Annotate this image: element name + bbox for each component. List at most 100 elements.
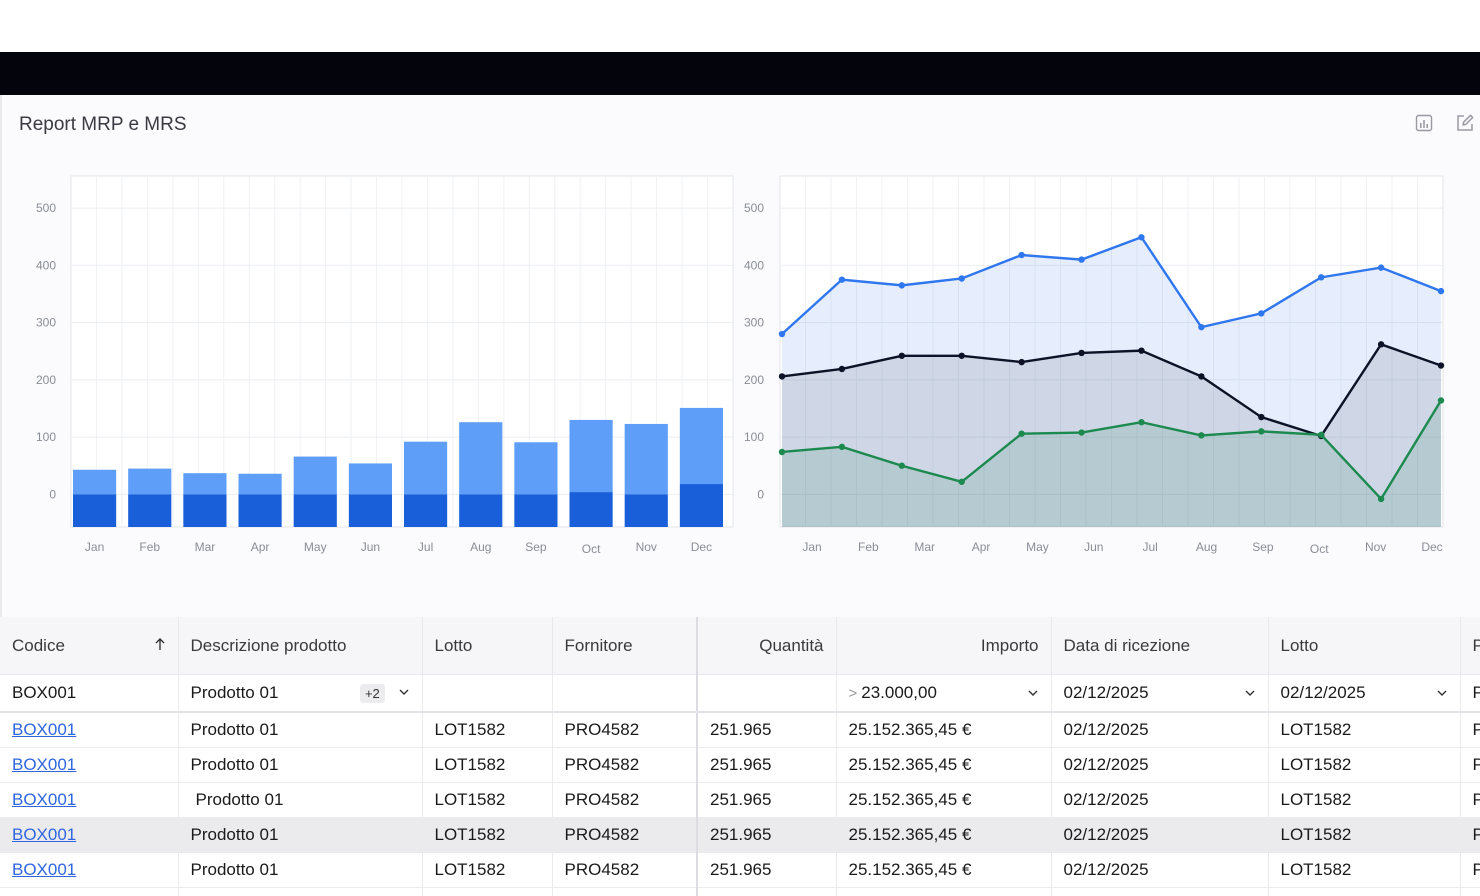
area-x-tick-label: Sep bbox=[1252, 540, 1274, 554]
cell-fornitore: PRO4582 bbox=[552, 712, 698, 748]
cell-lotto-2: LOT1582 bbox=[1268, 887, 1461, 896]
bar-x-tick-label: Jan bbox=[85, 540, 104, 554]
point-blue bbox=[1198, 323, 1205, 331]
filter-descrizione[interactable]: Prodotto 01 +2 bbox=[178, 674, 423, 713]
filter-lotto-2[interactable]: 02/12/2025 bbox=[1268, 674, 1461, 713]
codice-link[interactable]: BOX001 bbox=[12, 860, 77, 879]
chevron-down-icon[interactable] bbox=[1436, 687, 1448, 699]
bar-dark-mar bbox=[183, 494, 227, 527]
cell-lotto: LOT1582 bbox=[422, 887, 553, 896]
filter-importo[interactable]: >23.000,00 bbox=[836, 674, 1052, 713]
bar-chart-icon[interactable] bbox=[1414, 113, 1434, 133]
cell-descrizione: Prodotto 01 bbox=[178, 782, 423, 818]
bar-light-jul bbox=[404, 441, 448, 495]
area-y-tick-label: 500 bbox=[744, 201, 764, 215]
area-x-tick-label: May bbox=[1026, 540, 1049, 554]
bar-dark-sep bbox=[514, 494, 558, 527]
point-green bbox=[778, 448, 786, 456]
cell-importo: 25.152.365,45 € bbox=[836, 852, 1052, 888]
cell-descrizione: Prodotto 01 bbox=[178, 852, 423, 888]
point-green bbox=[1198, 432, 1205, 439]
edit-icon[interactable] bbox=[1455, 113, 1475, 133]
bar-light-aug bbox=[459, 422, 503, 495]
cell-data-ricezione: 02/12/2025 bbox=[1051, 887, 1269, 896]
point-blue bbox=[1078, 256, 1085, 263]
cell-lotto: LOT1582 bbox=[422, 782, 553, 818]
area-x-tick-label: Oct bbox=[1310, 542, 1329, 556]
point-black bbox=[1377, 341, 1385, 348]
bar-x-tick-label: Feb bbox=[139, 540, 160, 554]
area-x-tick-label: Jul bbox=[1143, 540, 1158, 554]
codice-link[interactable]: BOX001 bbox=[12, 790, 77, 809]
bar-light-may bbox=[293, 456, 337, 495]
point-black bbox=[778, 373, 786, 380]
cell-fornitore: PRO4582 bbox=[552, 852, 698, 888]
cell-quantita: 251.965 bbox=[697, 887, 837, 896]
filter-p[interactable]: P bbox=[1460, 674, 1480, 713]
filter-data-ricezione[interactable]: 02/12/2025 bbox=[1051, 674, 1269, 713]
point-blue bbox=[1437, 287, 1445, 295]
bar-dark-jun bbox=[348, 494, 392, 527]
col-header-codice[interactable]: Codice bbox=[0, 617, 179, 675]
col-header-importo[interactable]: Importo bbox=[836, 617, 1052, 675]
area-fill-blue bbox=[782, 237, 1441, 527]
cell-data-ricezione: 02/12/2025 bbox=[1051, 712, 1269, 748]
point-black bbox=[1138, 347, 1145, 354]
col-header-descrizione[interactable]: Descrizione prodotto bbox=[178, 617, 423, 675]
point-green bbox=[1317, 431, 1325, 439]
cell-lotto: LOT1582 bbox=[422, 747, 553, 783]
col-header-lotto-2[interactable]: Lotto bbox=[1268, 617, 1461, 675]
bar-x-tick-label: Sep bbox=[525, 540, 547, 554]
cell-codice: BOX001 bbox=[0, 817, 179, 853]
filter-quantita[interactable] bbox=[697, 674, 837, 713]
col-header-quantita[interactable]: Quantità bbox=[697, 617, 837, 675]
chevron-down-icon[interactable] bbox=[398, 686, 410, 698]
point-blue bbox=[1138, 234, 1145, 241]
cell-fornitore: PRO4582 bbox=[552, 887, 698, 896]
bar-light-nov bbox=[624, 423, 668, 495]
point-green bbox=[898, 462, 906, 469]
col-header-lotto[interactable]: Lotto bbox=[422, 617, 553, 675]
more-values-chip[interactable]: +2 bbox=[359, 684, 385, 703]
point-black bbox=[1437, 362, 1445, 369]
chevron-down-icon[interactable] bbox=[1027, 687, 1039, 699]
bar-dark-nov bbox=[624, 494, 668, 527]
sort-ascending-icon[interactable] bbox=[154, 636, 166, 656]
codice-link[interactable]: BOX001 bbox=[12, 755, 77, 774]
point-blue bbox=[898, 282, 906, 289]
bar-light-mar bbox=[183, 473, 227, 495]
cell-quantita: 251.965 bbox=[697, 747, 837, 783]
cell-lotto-2: LOT1582 bbox=[1268, 782, 1461, 818]
bar-y-tick-label: 200 bbox=[36, 373, 56, 387]
bar-x-tick-label: Dec bbox=[691, 540, 712, 554]
filter-fornitore[interactable] bbox=[552, 674, 698, 713]
cell-data-ricezione: 02/12/2025 bbox=[1051, 852, 1269, 888]
codice-link[interactable]: BOX001 bbox=[12, 825, 77, 844]
point-blue bbox=[1317, 274, 1325, 281]
bar-x-tick-label: Jun bbox=[361, 540, 380, 554]
cell-p: P bbox=[1460, 747, 1480, 783]
bar-light-jun bbox=[348, 463, 392, 495]
bar-dark-oct bbox=[569, 492, 613, 527]
area-x-tick-label: Jan bbox=[802, 540, 821, 554]
col-header-p[interactable]: P bbox=[1460, 617, 1480, 675]
col-header-fornitore[interactable]: Fornitore bbox=[552, 617, 698, 675]
point-blue bbox=[778, 330, 786, 338]
col-header-data-ricezione[interactable]: Data di ricezione bbox=[1051, 617, 1269, 675]
chevron-down-icon[interactable] bbox=[1244, 687, 1256, 699]
point-black bbox=[1078, 349, 1085, 357]
line-series-blue bbox=[781, 235, 1442, 335]
codice-link[interactable]: BOX001 bbox=[12, 720, 77, 739]
bar-x-tick-label: May bbox=[304, 540, 327, 554]
filter-lotto[interactable] bbox=[422, 674, 553, 713]
filter-codice[interactable]: BOX001 bbox=[0, 674, 179, 713]
cell-p: P bbox=[1460, 712, 1480, 748]
cell-data-ricezione: 02/12/2025 bbox=[1051, 782, 1269, 818]
bar-light-sep bbox=[514, 442, 558, 495]
